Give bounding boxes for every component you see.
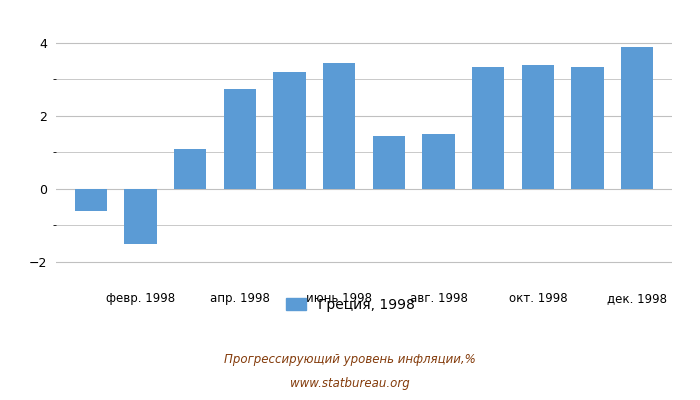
Bar [224, 88, 256, 189]
Bar [372, 136, 405, 189]
Text: www.statbureau.org: www.statbureau.org [290, 378, 410, 390]
Bar [571, 67, 603, 189]
Legend: Греция, 1998: Греция, 1998 [280, 292, 420, 317]
Bar [621, 46, 653, 189]
Bar [422, 134, 455, 189]
Bar [75, 189, 107, 211]
Bar [125, 189, 157, 244]
Bar [323, 63, 356, 189]
Bar [522, 65, 554, 189]
Bar [472, 67, 504, 189]
Bar [273, 72, 306, 189]
Bar [174, 149, 206, 189]
Text: Прогрессирующий уровень инфляции,%: Прогрессирующий уровень инфляции,% [224, 354, 476, 366]
